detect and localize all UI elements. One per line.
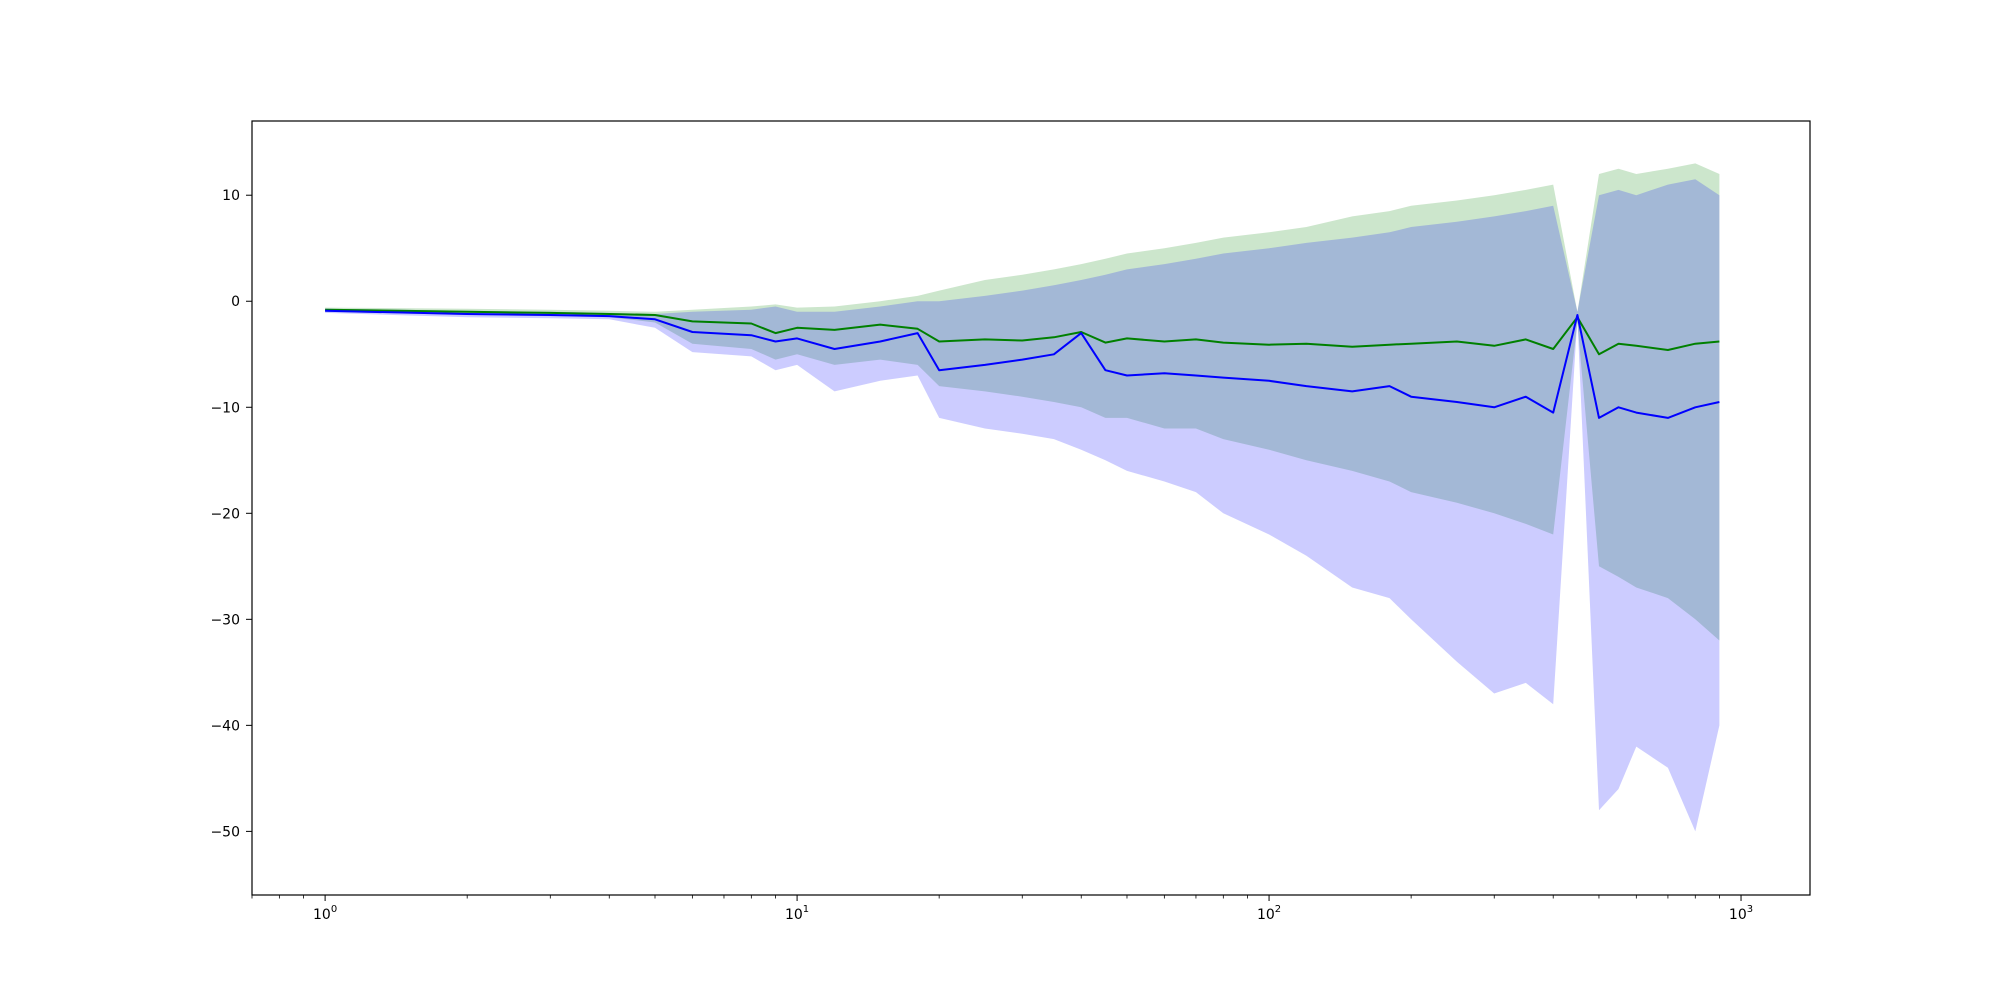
y-tick-label-0: 10 <box>222 188 240 204</box>
y-tick-label-6: −50 <box>210 824 240 840</box>
series-2-band <box>325 179 1720 832</box>
plot-frame <box>251 120 1811 896</box>
y-tick-label-1: 0 <box>231 294 240 310</box>
series-1-line <box>325 308 1720 356</box>
y-tick-label-3: −20 <box>210 506 240 522</box>
plot-area <box>325 163 1720 832</box>
y-tick-label-2: −10 <box>210 400 240 416</box>
series-2-line <box>325 309 1720 419</box>
y-axis: 10 0 −10 −20 −30 −40 −50 <box>210 188 252 840</box>
y-tick-label-4: −30 <box>210 612 240 628</box>
series-1-band <box>325 163 1720 641</box>
y-tick-label-5: −40 <box>210 718 240 734</box>
